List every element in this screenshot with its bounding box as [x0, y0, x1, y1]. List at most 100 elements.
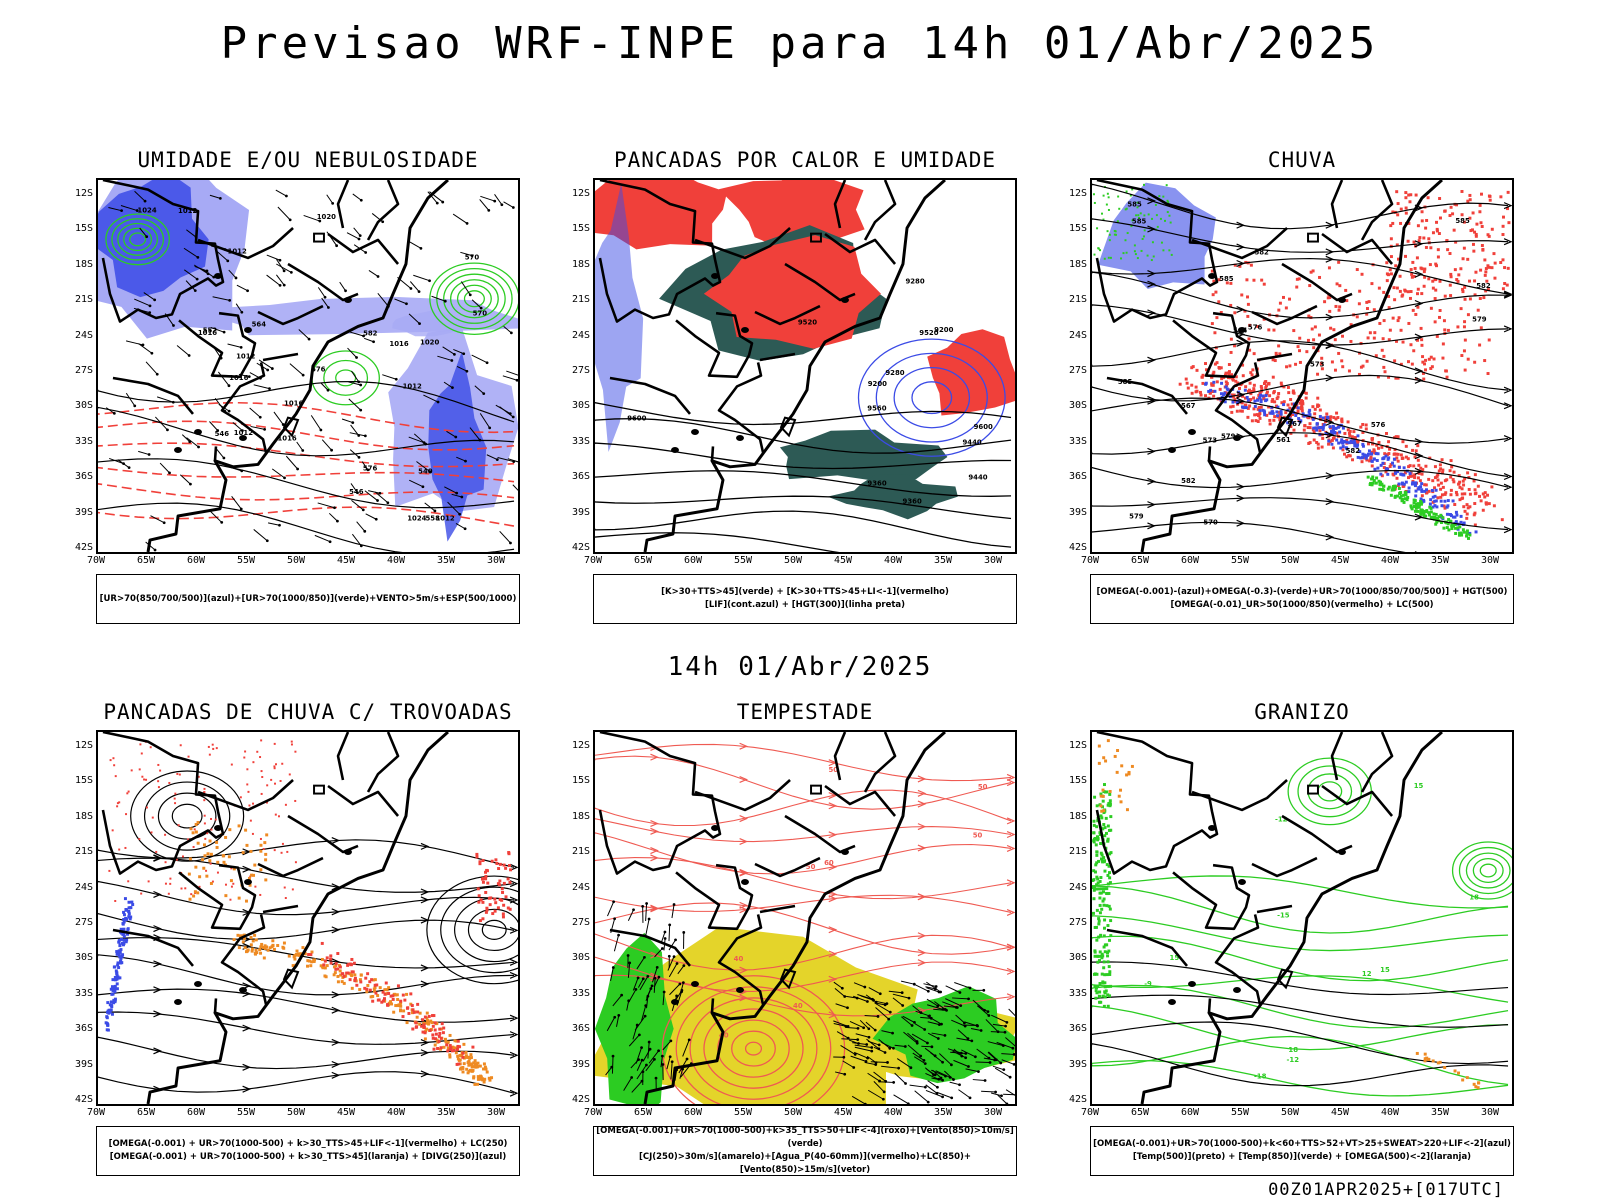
- latitude-tick-label: 21S: [1068, 846, 1087, 858]
- longitude-tick-label: 30W: [1480, 555, 1500, 566]
- border-line: [366, 732, 400, 793]
- contour-label: 50: [978, 783, 988, 791]
- lake-blob: [1188, 981, 1196, 987]
- lake-blob: [239, 435, 247, 441]
- lifted-index-contours: [857, 338, 1006, 457]
- lake-blob: [1233, 987, 1241, 993]
- latitude-tick-label: 12S: [74, 740, 93, 751]
- lake-blob: [736, 435, 744, 441]
- legend-line: [UR>70(850/700/500)](azul)+[UR>70(1000/8…: [99, 593, 517, 604]
- contour-label: 582: [363, 330, 378, 338]
- contour-label: 1012: [435, 514, 454, 522]
- latitude-tick-label: 42S: [74, 1094, 93, 1105]
- lake-blob: [691, 429, 699, 435]
- latitude-tick-label: 27S: [571, 917, 590, 928]
- temp500-contours: [1092, 961, 1509, 1087]
- latitude-tick-label: 36S: [571, 471, 590, 483]
- longitude-tick-label: 50W: [783, 555, 803, 566]
- border-line: [1281, 262, 1353, 302]
- rain-red-speckles: [1210, 260, 1491, 381]
- coastline: [643, 732, 946, 1104]
- lake-outline: [282, 968, 300, 990]
- contour-label: 576: [1371, 421, 1386, 429]
- border-line: [598, 180, 722, 323]
- lake-blob: [1168, 999, 1176, 1005]
- latitude-tick-label: 42S: [571, 542, 590, 553]
- longitude-tick-label: 40W: [883, 555, 903, 566]
- border-line: [197, 227, 294, 260]
- hgt300-contours: [595, 402, 1012, 552]
- latitude-tick-label: 21S: [571, 294, 590, 306]
- lake-blob: [1208, 825, 1216, 831]
- coastline: [643, 180, 946, 552]
- border-line: [759, 904, 796, 914]
- longitude-tick-label: 30W: [983, 555, 1003, 566]
- border-line: [257, 856, 324, 878]
- border-line: [1106, 928, 1188, 967]
- latitude-tick-label: 39S: [74, 506, 93, 518]
- border-line: [1095, 180, 1219, 323]
- border-line: [1330, 180, 1344, 229]
- latitude-tick-label: 21S: [1068, 294, 1087, 306]
- rain-red-speckles-ne: [1389, 189, 1511, 301]
- border-line: [824, 232, 897, 265]
- latitude-tick-label: 39S: [74, 1058, 93, 1070]
- lake-blob: [214, 273, 222, 279]
- contour-label: 582: [1346, 447, 1361, 455]
- longitude-tick-label: 40W: [386, 555, 406, 566]
- contour-label: 1016: [389, 340, 408, 348]
- border-line: [112, 928, 194, 967]
- latitude-tick-label: 30S: [1068, 400, 1087, 412]
- wind-vectors: [105, 189, 518, 552]
- latitude-tick-label: 18S: [1068, 810, 1087, 822]
- border-line: [101, 732, 225, 875]
- brasilia-marker: [810, 232, 822, 243]
- contour-label: 573: [1310, 360, 1325, 368]
- latitude-tick-label: 18S: [74, 810, 93, 822]
- border-line: [220, 362, 268, 453]
- longitude-tick-label: 70W: [1080, 1107, 1100, 1118]
- border-line: [1360, 180, 1394, 241]
- map-canvas: 585 585 585 585 582 582 582 579 579 576 573 573 570 5…: [1092, 180, 1512, 552]
- contour-label: 585: [1219, 275, 1234, 283]
- contour-label: 9560: [867, 405, 886, 413]
- latitude-tick-label: 33S: [571, 987, 590, 999]
- contour-label: 9600: [974, 423, 993, 431]
- legend-line: [OMEGA(-0.001) + UR>70(1000-500) + k>30_…: [108, 1139, 508, 1149]
- latitude-tick-label: 36S: [74, 471, 93, 483]
- border-line: [754, 304, 821, 326]
- longitude-tick-label: 55W: [1230, 1107, 1250, 1118]
- latitude-tick-label: 30S: [1068, 952, 1087, 964]
- border-line: [1321, 232, 1394, 265]
- map-plot: 585 585 585 585 582 582 582 579 579 576 573 573 570 5…: [1090, 178, 1514, 554]
- border-line: [213, 998, 218, 1013]
- contour-label: 9440: [968, 474, 987, 482]
- border-line: [759, 352, 796, 362]
- longitude-tick-label: 60W: [186, 1107, 206, 1118]
- lake-blob: [344, 297, 352, 303]
- latitude-tick-label: 24S: [571, 329, 590, 341]
- longitude-tick-label: 30W: [1480, 1107, 1500, 1118]
- brasilia-marker: [313, 232, 325, 243]
- longitude-tick-label: 65W: [1130, 1107, 1150, 1118]
- lake-blob: [214, 825, 222, 831]
- latitude-tick-label: 24S: [74, 881, 93, 893]
- contour-label: -9: [1144, 980, 1152, 988]
- border-line: [675, 863, 754, 931]
- contour-label: 1012: [178, 207, 197, 215]
- contour-label: 552: [203, 326, 218, 334]
- panel-title: PANCADAS POR CALOR E UMIDADE: [613, 148, 996, 172]
- lake-blob: [736, 987, 744, 993]
- contour-label: 18: [1288, 1046, 1298, 1054]
- lake-blob: [671, 447, 679, 453]
- border-line: [717, 914, 765, 1005]
- lake-blob: [1238, 327, 1246, 333]
- coastline: [146, 732, 449, 1104]
- border-line: [366, 180, 400, 241]
- geopotential-red-dashed: [98, 401, 515, 527]
- coastline: [146, 180, 449, 552]
- lake-blob: [174, 999, 182, 1005]
- latitude-tick-label: 24S: [1068, 881, 1087, 893]
- panel-title: UMIDADE E/OU NEBULOSIDADE: [137, 148, 479, 172]
- longitude-tick-label: 40W: [1380, 1107, 1400, 1118]
